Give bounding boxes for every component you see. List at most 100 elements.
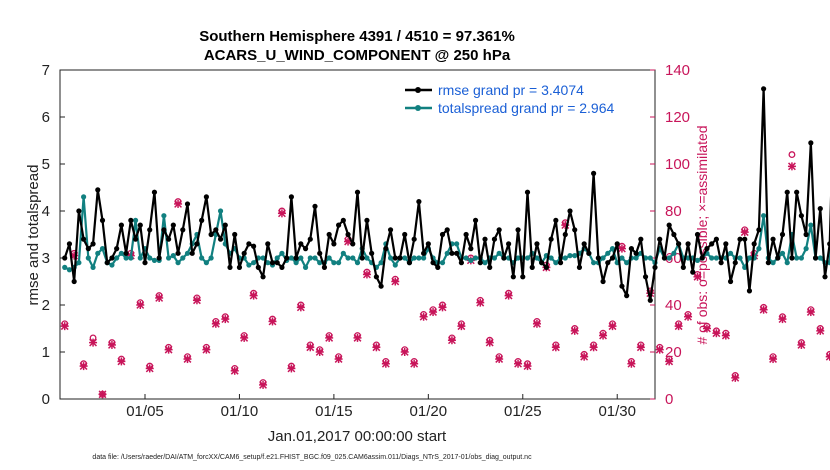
totalspread-point [326,255,332,261]
rmse-point [633,250,639,256]
rmse-point [581,241,587,247]
totalspread-point [463,255,469,261]
rmse-point [666,222,672,228]
totalspread-point [175,260,181,266]
obs-assimilated-marker [202,345,211,354]
rmse-point [293,255,299,261]
obs-assimilated-marker [551,343,560,352]
rmse-point [378,283,384,289]
obs-assimilated-marker [306,343,315,352]
left-tick-label: 1 [42,344,50,361]
totalspread-point [491,255,498,261]
rmse-point [406,260,413,266]
totalspread-point [132,217,139,223]
rmse-point [699,255,705,261]
rmse-point [501,255,507,261]
obs-assimilated-marker [665,357,674,366]
left-axis-ticks: 0 1 2 3 4 5 6 7 [42,62,65,408]
totalspread-point [671,250,677,256]
totalspread-point [90,264,96,270]
rmse-point [199,217,205,223]
rmse-point [718,260,724,266]
totalspread-point [624,260,630,266]
rmse-point [454,250,460,256]
obs-assimilated-marker [759,305,768,314]
totalspread-point [534,255,540,261]
rmse-point [232,231,238,238]
rmse-point [425,241,431,247]
rmse-point [600,278,606,285]
left-tick-label: 4 [42,203,50,220]
totalspread-point [444,250,450,256]
rmse-point [354,189,361,195]
obs-assimilated-marker [79,362,88,371]
totalspread-point [265,260,271,266]
legend-marker-totalspread [415,105,421,111]
obs-assimilated-marker [523,362,532,371]
totalspread-point [439,260,446,266]
rmse-point [340,217,346,223]
rmse-point [605,260,611,266]
left-tick-label: 6 [42,109,50,126]
totalspread-point [713,255,719,261]
rmse-point [369,250,375,256]
totalspread-point [609,246,616,252]
totalspread-point [562,255,568,261]
rmse-point [515,227,521,233]
rmse-point [591,170,597,176]
totalspread-point [567,253,573,259]
totalspread-point [756,246,762,252]
totalspread-point [794,255,800,261]
obs-assimilated-marker [89,338,98,347]
rmse-point [312,203,318,209]
obs-assimilated-marker [674,322,683,331]
totalspread-point [199,255,205,261]
legend: rmse grand pr = 3.4074 totalspread grand… [405,82,615,116]
rmse-point [151,189,158,195]
rmse-point [208,231,214,238]
data-file-footnote: data file: /Users/raeder/DAI/ATM_forcXX/… [92,454,532,461]
rmse-point [756,227,762,233]
obs-assimilated-marker [608,322,617,331]
totalspread-point [421,255,427,261]
rmse-point [175,250,181,256]
right-tick-label: 0 [665,391,673,408]
rmse-point [76,208,82,214]
obs-assimilated-marker [816,326,825,335]
obs-assimilated-marker [476,298,485,307]
totalspread-point [392,262,398,268]
totalspread-point [260,255,266,261]
rmse-point [279,264,285,270]
totalspread-point [742,264,748,270]
totalspread-point [66,267,73,273]
totalspread-point [123,255,129,261]
rmse-point [680,264,686,270]
totalspread-point [709,255,715,261]
rmse-point [142,260,148,266]
obs-assimilated-marker [183,355,192,364]
obs-assimilated-marker [797,340,806,349]
totalspread-point [591,260,597,266]
rmse-point [421,250,427,256]
x-tick-label: 01/30 [598,403,636,420]
totalspread-point [633,255,639,261]
rmse-point [798,213,804,219]
rmse-point [543,264,549,270]
rmse-point [180,227,186,233]
rmse-point [364,217,370,223]
totalspread-point [416,255,422,261]
rmse-point [114,246,120,252]
rmse-point [529,264,535,270]
obs-assimilated-marker [164,345,173,354]
left-tick-label: 2 [42,297,50,314]
legend-label-totalspread: totalspread grand pr = 2.964 [438,100,615,116]
rmse-point [812,255,819,261]
rmse-point [595,255,601,261]
rmse-point [217,236,224,242]
totalspread-point [180,255,186,261]
obs-assimilated-marker [589,343,598,352]
rmse-point [676,241,682,247]
rmse-point [784,189,790,195]
totalspread-point [166,255,172,261]
